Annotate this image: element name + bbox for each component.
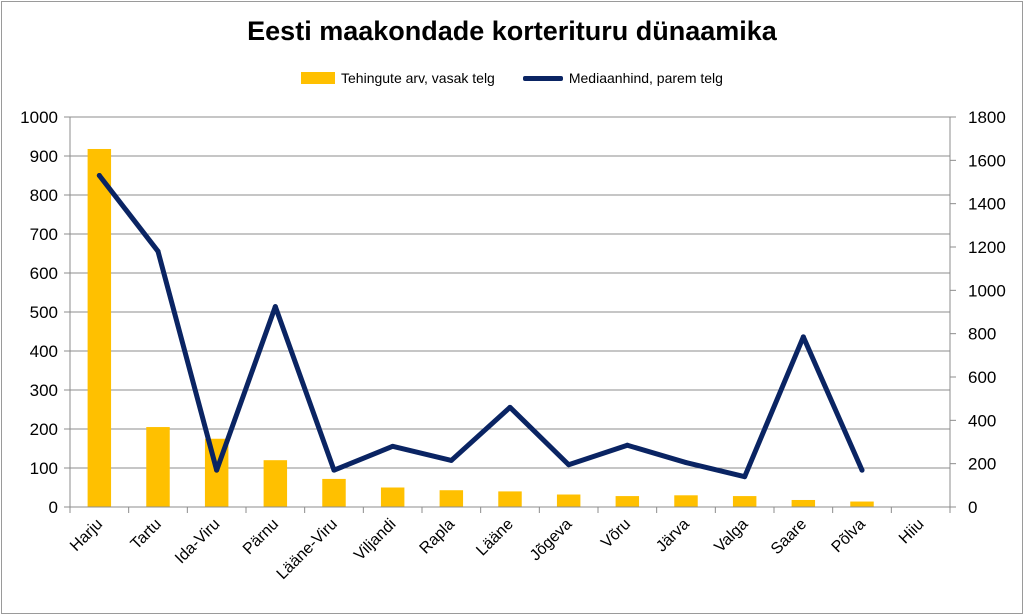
- bar: [439, 490, 464, 507]
- right-tick-label: 1000: [968, 281, 1006, 300]
- line-series: [96, 173, 865, 480]
- x-category-label: Järva: [653, 516, 693, 556]
- legend-label-line: Mediaanhind, parem telg: [568, 70, 723, 86]
- line-point: [507, 404, 513, 410]
- bar: [87, 148, 112, 508]
- x-category-label: Lääne: [473, 516, 517, 560]
- x-category-label: Lääne-Viru: [274, 516, 341, 583]
- x-category-label: Pärnu: [240, 516, 282, 558]
- x-category-label: Põlva: [829, 516, 869, 556]
- bar: [850, 501, 874, 507]
- line-point: [272, 304, 278, 310]
- right-tick-label: 1200: [968, 238, 1006, 257]
- x-category-label: Viljandi: [351, 516, 399, 564]
- median-price-line: [96, 173, 865, 480]
- left-tick-label: 800: [30, 186, 58, 205]
- x-category-label: Rapla: [417, 516, 459, 558]
- tick-labels: 0 100 200 300 400 500 600 700 800 900 1000 0 200 400 6…: [20, 108, 1006, 583]
- line-point: [566, 462, 572, 468]
- x-category-label: Võru: [598, 516, 634, 552]
- bar: [791, 499, 816, 507]
- line-point: [96, 173, 102, 178]
- right-tick-label: 1600: [968, 151, 1006, 170]
- legend-item-bars: Tehingute arv, vasak telg: [301, 70, 495, 86]
- legend-swatch-line: [522, 75, 563, 81]
- left-tick-label: 900: [30, 147, 58, 166]
- x-category-label: Saare: [768, 516, 810, 558]
- line-point: [624, 442, 630, 448]
- bar: [615, 496, 640, 507]
- line-point: [742, 474, 748, 480]
- right-tick-label: 1800: [968, 108, 1006, 127]
- chart-title: Eesti maakondade korterituru dünaamika: [247, 16, 777, 46]
- right-tick-label: 0: [968, 498, 977, 517]
- left-tick-label: 400: [30, 342, 58, 361]
- line-point: [448, 457, 454, 463]
- axes: [64, 116, 956, 513]
- left-tick-label: 500: [30, 303, 58, 322]
- bar: [674, 495, 698, 507]
- line-point: [683, 460, 689, 466]
- x-category-label: Harju: [67, 516, 106, 555]
- left-tick-label: 200: [30, 420, 58, 439]
- bar: [146, 427, 170, 507]
- line-point: [800, 334, 806, 340]
- right-tick-label: 400: [968, 411, 996, 430]
- right-tick-label: 600: [968, 368, 996, 387]
- left-tick-label: 0: [49, 498, 58, 517]
- bar-series: [87, 148, 874, 508]
- x-category-label: Tartu: [128, 516, 165, 553]
- legend-label-bars: Tehingute arv, vasak telg: [341, 70, 495, 86]
- bar: [263, 460, 288, 507]
- line-point: [155, 248, 161, 254]
- right-tick-label: 800: [968, 325, 996, 344]
- left-tick-label: 300: [30, 381, 58, 400]
- x-category-label: Jõgeva: [527, 516, 576, 565]
- line-point: [859, 467, 865, 473]
- legend-item-line: Mediaanhind, parem telg: [522, 70, 723, 86]
- line-point: [214, 467, 220, 473]
- right-tick-label: 200: [968, 455, 996, 474]
- line-point: [390, 443, 396, 449]
- bar: [556, 494, 581, 507]
- bar: [498, 491, 522, 507]
- legend: Tehingute arv, vasak telg Mediaanhind, p…: [0, 70, 1024, 86]
- left-tick-label: 1000: [20, 108, 58, 127]
- x-category-label: Valga: [711, 516, 751, 556]
- right-tick-label: 1400: [968, 195, 1006, 214]
- line-point: [331, 467, 337, 473]
- x-category-label: Ida-Viru: [172, 516, 223, 567]
- left-tick-label: 100: [30, 459, 58, 478]
- left-tick-label: 700: [30, 225, 58, 244]
- bar: [732, 496, 757, 507]
- left-tick-label: 600: [30, 264, 58, 283]
- bar: [380, 487, 405, 507]
- x-category-label: Hiiu: [896, 516, 928, 548]
- bar: [322, 478, 346, 507]
- legend-swatch-bars: [301, 72, 336, 84]
